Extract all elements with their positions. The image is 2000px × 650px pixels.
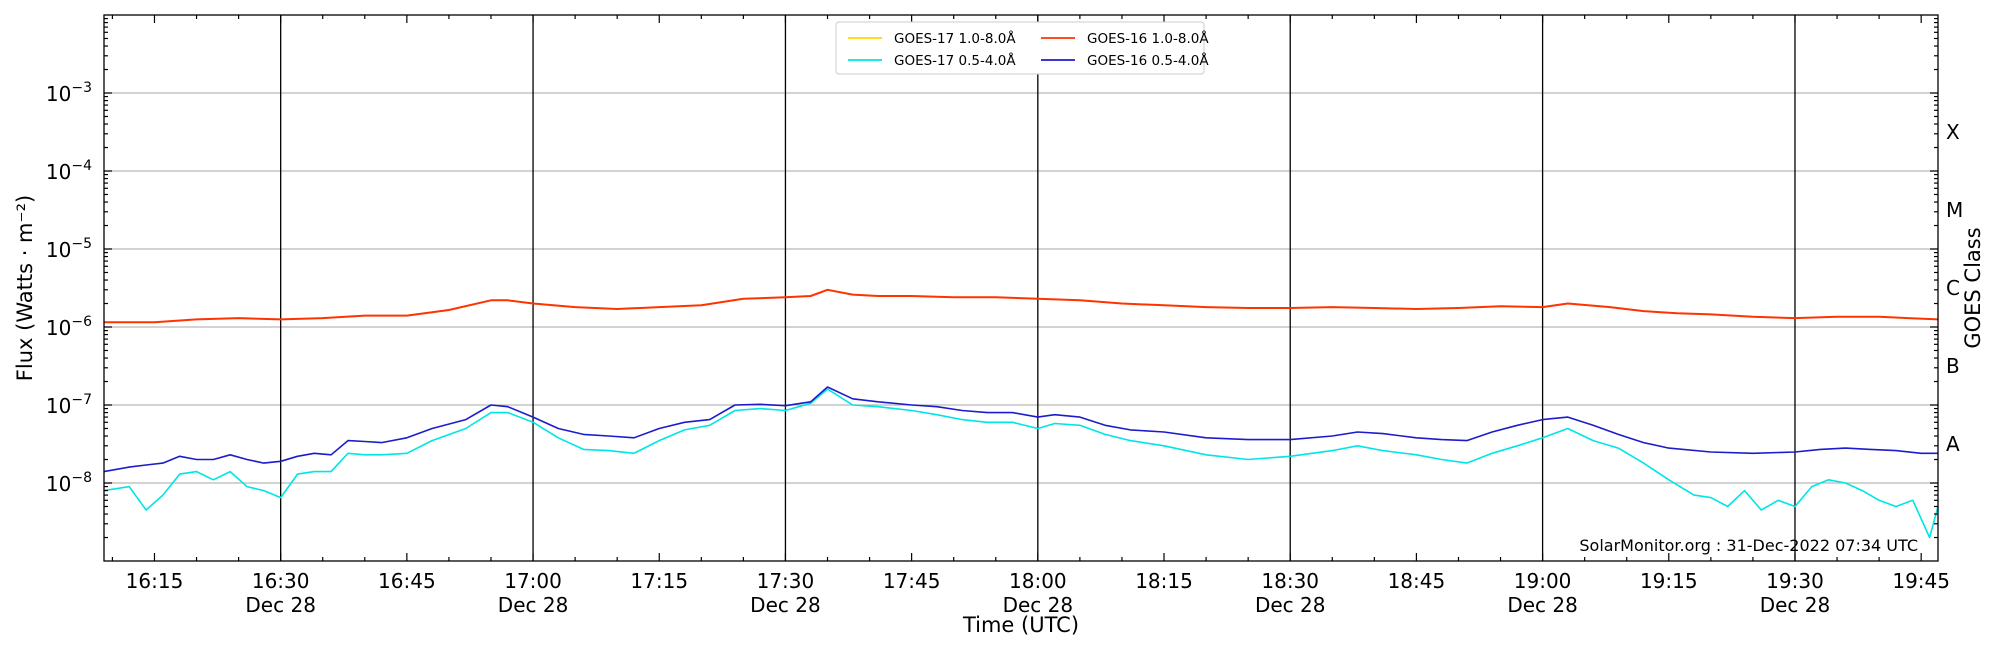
legend-label: GOES-16 1.0-8.0Å	[1087, 30, 1209, 47]
legend-label: GOES-16 0.5-4.0Å	[1087, 52, 1209, 69]
x-tick-label: 17:00	[504, 569, 562, 593]
y-tick-label: 10−8	[46, 470, 92, 496]
x-tick-date-label: Dec 28	[1003, 593, 1074, 617]
goes-class-label: M	[1946, 198, 1963, 222]
x-tick-date-label: Dec 28	[1255, 593, 1326, 617]
legend-label: GOES-17 0.5-4.0Å	[894, 52, 1016, 69]
x-tick-date-label: Dec 28	[1507, 593, 1578, 617]
watermark: SolarMonitor.org : 31-Dec-2022 07:34 UTC	[1579, 536, 1918, 555]
x-tick-label: 17:45	[883, 569, 941, 593]
y-tick-label: 10−5	[46, 236, 92, 262]
x-tick-label: 18:45	[1388, 569, 1446, 593]
y-tick-labels: 10−8 10−7 10−6 10−5 10−4 10−3	[46, 80, 92, 496]
plot-frame	[103, 14, 1939, 562]
goes-class-labels: A B C M X	[1946, 120, 1963, 456]
goes-class-label: A	[1946, 432, 1960, 456]
x-tick-date-label: Dec 28	[245, 593, 316, 617]
goes-class-label: C	[1946, 276, 1960, 300]
x-tick-label: 18:00	[1009, 569, 1067, 593]
x-axis-title: Time (UTC)	[962, 613, 1079, 637]
x-tick-label: 19:00	[1514, 569, 1572, 593]
x-tick-label: 19:45	[1892, 569, 1950, 593]
series-line	[103, 388, 1939, 539]
grid-layer	[104, 92, 1938, 484]
y-axis-title: Flux (Watts · m⁻²)	[13, 195, 37, 381]
goes-class-axis-title: GOES Class	[1961, 227, 1985, 348]
x-tick-label: 19:15	[1640, 569, 1698, 593]
x-tick-label: 16:45	[378, 569, 436, 593]
day-marker-lines	[280, 15, 1796, 561]
legend: GOES-17 1.0-8.0Å GOES-17 0.5-4.0Å GOES-16 …	[835, 21, 1209, 75]
series-layer	[103, 288, 1939, 539]
x-tick-label: 18:30	[1261, 569, 1319, 593]
legend-label: GOES-17 1.0-8.0Å	[894, 30, 1016, 47]
series-line	[104, 288, 1939, 324]
tick-layer	[104, 15, 1938, 561]
x-tick-label: 19:30	[1766, 569, 1824, 593]
goes-class-label: X	[1946, 120, 1960, 144]
x-tick-label: 18:15	[1135, 569, 1193, 593]
x-tick-label: 17:30	[757, 569, 815, 593]
series-line	[103, 386, 1938, 473]
x-tick-date-label: Dec 28	[498, 593, 569, 617]
y-tick-label: 10−3	[46, 80, 92, 106]
x-tick-date-label: Dec 28	[750, 593, 821, 617]
x-tick-label: 17:15	[630, 569, 688, 593]
x-tick-date-label: Dec 28	[1760, 593, 1831, 617]
x-tick-label: 16:30	[252, 569, 310, 593]
x-tick-label: 16:15	[126, 569, 184, 593]
legend-box	[835, 21, 1205, 75]
y-tick-label: 10−6	[46, 314, 92, 340]
y-tick-label: 10−4	[46, 158, 92, 184]
goes-class-label: B	[1946, 354, 1960, 378]
y-tick-label: 10−7	[46, 392, 92, 418]
